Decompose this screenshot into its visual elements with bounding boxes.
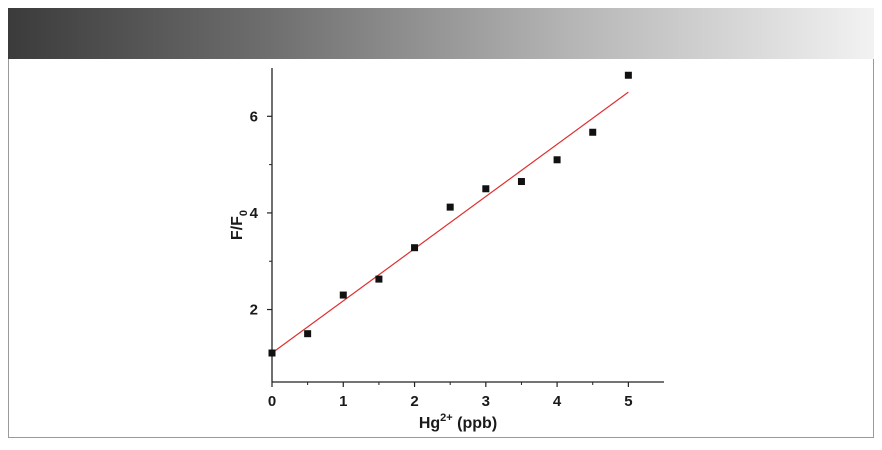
header-banner <box>8 8 874 59</box>
x-axis-title: Hg2+ (ppb) <box>419 412 497 432</box>
data-point <box>304 330 312 338</box>
y-tick-label: 4 <box>250 205 259 222</box>
x-ticks: 0 1 2 3 4 5 <box>268 382 633 410</box>
data-point <box>589 128 597 136</box>
data-point <box>339 291 347 299</box>
fit-line <box>271 91 629 354</box>
data-point <box>553 156 561 164</box>
data-point <box>446 203 454 211</box>
data-point <box>624 71 632 79</box>
x-tick-label: 3 <box>482 393 490 410</box>
x-tick-label: 0 <box>268 393 276 410</box>
data-points <box>268 71 632 357</box>
y-tick-label: 2 <box>250 302 258 319</box>
data-point <box>517 178 525 186</box>
data-point <box>482 185 490 193</box>
x-tick-label: 4 <box>553 393 562 410</box>
figure-frame <box>8 59 874 438</box>
x-tick-label: 2 <box>410 393 418 410</box>
data-point <box>268 349 276 357</box>
y-axis-title: F/F0 <box>229 210 250 240</box>
y-tick-label: 6 <box>250 108 258 125</box>
y-ticks: 2 4 6 <box>250 108 272 319</box>
x-tick-label: 1 <box>339 393 347 410</box>
data-point <box>375 275 383 283</box>
x-tick-label: 5 <box>624 393 632 410</box>
data-point <box>411 244 419 252</box>
